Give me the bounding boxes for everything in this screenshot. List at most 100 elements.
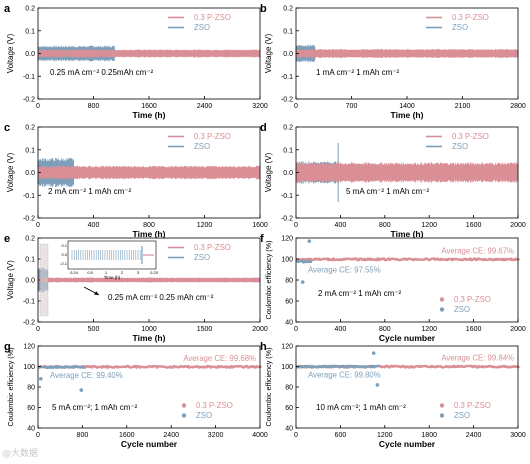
x-axis-label: Time (h) (391, 110, 424, 120)
x-tick-label: 1600 (466, 326, 482, 333)
panel-label: e (4, 233, 10, 245)
y-tick-label: 80 (285, 278, 293, 285)
x-tick-label: 3000 (510, 432, 526, 439)
legend-entry: ZSO (452, 23, 468, 32)
y-axis-label: Coulombic efficiency (%) (6, 348, 15, 427)
y-tick-label: 60 (285, 299, 293, 306)
y-tick-label: -0.1 (281, 193, 293, 200)
panel-label: b (260, 3, 267, 15)
series-marks (37, 157, 261, 188)
x-tick-label: 1200 (377, 432, 393, 439)
series-marks (37, 45, 261, 62)
avg-ce-label: Average CE: 99.68% (183, 354, 256, 363)
legend-swatch (439, 403, 445, 408)
inset-trace (71, 250, 141, 260)
y-tick-label: 0.0 (25, 278, 35, 285)
ticks: 0 500 1000 1500 2000 -0.2 -0.1 0.0 0.1 0.2 (23, 236, 268, 334)
y-tick-label: 0.2 (25, 236, 35, 243)
x-tick-label: 2100 (455, 103, 471, 110)
x-tick-label: 2000 (252, 326, 268, 333)
x-tick-label: 1600 (119, 432, 135, 439)
annotation-arrowhead (94, 291, 99, 295)
legend-entry: 0.3 P-ZSO (454, 401, 491, 410)
inset-x-tick-label: 3 (137, 270, 140, 275)
y-tick-label: -0.1 (23, 74, 35, 81)
y-tick-label: 40 (285, 320, 293, 327)
x-tick-label: 1200 (421, 326, 437, 333)
legend-entry: 0.3 P-ZSO (454, 295, 491, 304)
y-axis-label: Coulombic efficiency (%) (264, 241, 273, 320)
x-tick-label: 1600 (252, 222, 268, 229)
panel-a: a 0 800 1600 2400 3200 -0.2 -0.1 0.0 0.1 0.2 Time (… (4, 3, 268, 120)
x-tick-label: 600 (335, 432, 347, 439)
zoom-region (39, 243, 49, 317)
avg-ce-label: Average CE: 99.84% (441, 354, 514, 363)
y-tick-label: 120 (281, 344, 293, 351)
y-axis-label: Voltage (V) (264, 33, 273, 73)
x-axis-label: Time (h) (133, 229, 166, 239)
panel-label: h (260, 341, 267, 353)
y-axis-label: Voltage (V) (6, 260, 15, 300)
x-tick-label: 400 (335, 222, 347, 229)
x-tick-label: 700 (346, 103, 358, 110)
x-tick-label: 0 (294, 432, 298, 439)
series-points (295, 364, 380, 369)
panel-label: c (4, 122, 10, 134)
condition-annotation: 2 mA cm⁻² 1 mAh cm⁻² (318, 289, 401, 298)
x-tick-label: 0 (36, 103, 40, 110)
legend-entry: 0.3 P-ZSO (194, 13, 231, 22)
avg-ce-label: Average CE: 99.67% (441, 246, 514, 255)
x-axis-label: Cycle number (379, 333, 436, 343)
inset-frame (67, 240, 157, 270)
condition-annotation: 0.25 mA cm⁻² 0.25mAh cm⁻² (50, 68, 153, 77)
x-tick-label: 1600 (466, 222, 482, 229)
x-tick-label: 1600 (141, 103, 157, 110)
x-tick-label: 800 (88, 103, 100, 110)
panel-b: b 0 700 1400 2100 2800 -0.2 -0.1 0.0 0.1 0.2 Time (… (260, 3, 526, 120)
inset-y-tick-label: 0.0 (61, 252, 67, 257)
x-tick-label: 0 (36, 432, 40, 439)
legend-entry: ZSO (452, 142, 468, 151)
x-tick-label: 0 (294, 103, 298, 110)
series-line (37, 49, 261, 58)
series-points (37, 365, 86, 369)
series-line (37, 277, 261, 283)
series-marks (295, 239, 520, 284)
legend-entry: 0.3 P-ZSO (196, 401, 233, 410)
legend-entry: 0.3 P-ZSO (452, 13, 489, 22)
avg-ce-label: Average CE: 97.55% (308, 266, 381, 275)
y-tick-label: 0.2 (25, 125, 35, 132)
y-tick-label: 0.1 (25, 147, 35, 154)
legend-entry: ZSO (196, 411, 212, 420)
series-marks (37, 364, 262, 392)
x-tick-label: 800 (143, 222, 155, 229)
inset-y-tick-label: -0.1 (60, 261, 68, 266)
ticks: 0 600 1200 1800 2400 3000 40 60 80 100 120 (281, 344, 526, 440)
panel-label: d (260, 122, 267, 134)
x-tick-label: 2400 (197, 103, 213, 110)
ticks: 0 800 1600 2400 3200 4000 40 60 80 100 120 (23, 344, 268, 440)
ticks: 0 400 800 1200 1600 -0.2 -0.1 0.0 0.1 0.2 (23, 125, 268, 230)
y-tick-label: 40 (27, 426, 35, 433)
y-tick-label: 60 (27, 405, 35, 412)
avg-ce-label: Average CE: 99.40% (50, 371, 123, 380)
y-tick-label: 0.1 (25, 28, 35, 35)
y-tick-label: 120 (23, 344, 35, 351)
y-axis-label: Voltage (V) (6, 152, 15, 192)
y-tick-label: -0.2 (281, 216, 293, 223)
outlier-point (375, 383, 380, 387)
x-tick-label: 2000 (510, 222, 526, 229)
condition-annotation: 5 mA cm⁻² 1 mAh cm⁻² (346, 187, 429, 196)
legend-swatch (181, 403, 187, 408)
y-axis-label: Voltage (V) (6, 33, 15, 73)
legend-swatch (439, 297, 445, 302)
series-points (295, 259, 313, 264)
y-tick-label: 0.1 (25, 257, 35, 264)
outlier-point (307, 239, 312, 243)
ticks: 0 700 1400 2100 2800 -0.2 -0.1 0.0 0.1 0.2 (281, 6, 526, 111)
